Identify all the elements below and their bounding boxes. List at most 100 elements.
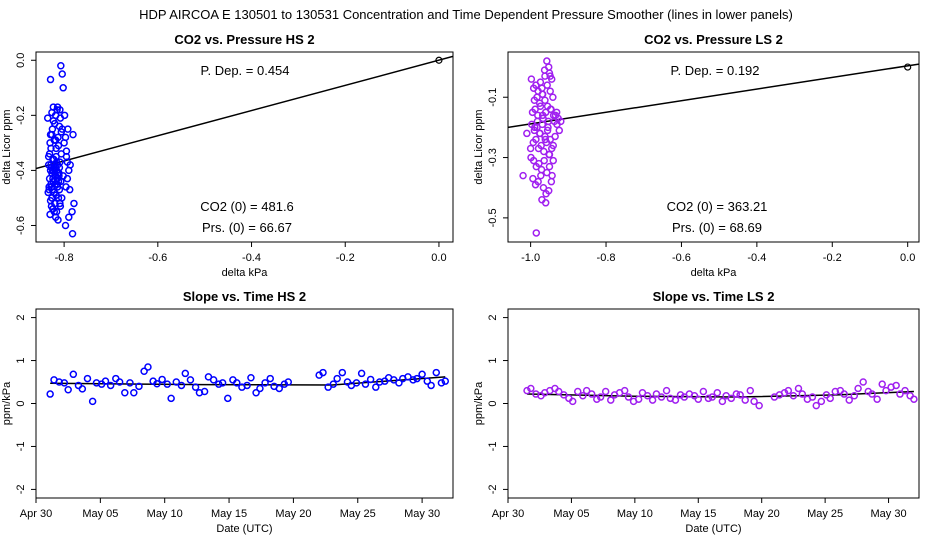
- hs-time-point: [333, 374, 341, 383]
- ls-pressure-point: [527, 75, 536, 83]
- hs-pressure-point: [43, 114, 52, 122]
- ls-pressure-xtick-label: -0.8: [597, 252, 616, 264]
- ls-pressure-point: [549, 141, 557, 150]
- ls-time-point: [868, 390, 876, 398]
- hs-time-xlabel: Date (UTC): [216, 523, 272, 535]
- ls-pressure-point: [533, 93, 541, 101]
- ls-pressure-point: [540, 66, 549, 74]
- ls-time-point: [643, 392, 652, 400]
- ls-pressure-point: [538, 84, 546, 92]
- ls-time-point: [727, 394, 736, 403]
- ls-time-point: [882, 386, 890, 395]
- ls-time-xlabel: Date (UTC): [685, 523, 741, 535]
- ls-time-point: [634, 395, 643, 403]
- hs-time-point: [60, 379, 69, 387]
- ls-time-point: [732, 390, 741, 398]
- ls-time-point: [718, 397, 727, 406]
- hs-pressure-point: [69, 130, 77, 139]
- hs-time-point: [115, 378, 124, 386]
- ls-time-point: [593, 395, 601, 403]
- ls-pressure-title: CO2 vs. Pressure LS 2: [644, 32, 783, 47]
- ls-pressure-point: [547, 177, 556, 186]
- hs-time-point: [121, 389, 129, 397]
- hs-pressure-panel: CO2 vs. Pressure HS 2 -0.8 -0.6 -0.4 -0.2 0.0…: [1, 32, 454, 279]
- ls-pressure-point: [536, 129, 544, 138]
- hs-time-point: [106, 381, 115, 390]
- hs-pressure-plot-box: [35, 51, 454, 243]
- hs-time-point: [432, 368, 441, 377]
- ls-pressure-xtick-label: 0.0: [900, 252, 915, 264]
- ls-pressure-point: [549, 93, 557, 101]
- ls-pressure-point: [537, 171, 545, 180]
- hs-pressure-point: [60, 139, 68, 147]
- ls-time-point: [798, 390, 807, 398]
- hs-pressure-point: [57, 62, 65, 70]
- hs-time-point: [163, 380, 172, 388]
- hs-pressure-xtick-label: -0.8: [55, 252, 74, 264]
- hs-time-point: [191, 383, 200, 391]
- ls-pressure-point: [529, 174, 537, 183]
- ls-time-panel: Slope vs. Time LS 2 Apr 30 May 05 May 10 May…: [473, 289, 920, 535]
- ls-time-point: [596, 393, 605, 401]
- hs-pressure-point: [54, 177, 63, 186]
- hs-time-point: [409, 376, 417, 384]
- ls-pressure-point: [541, 199, 550, 207]
- ls-pressure-xtick-label: -0.2: [823, 252, 842, 264]
- hs-pressure-ytick-label: -0.6: [15, 216, 27, 235]
- hs-pressure-point: [64, 125, 72, 133]
- hs-time-point: [352, 379, 361, 387]
- ls-time-ytick-label: 1: [487, 357, 499, 363]
- ls-time-point: [784, 386, 793, 395]
- hs-time-point: [46, 390, 54, 398]
- hs-pressure-point: [63, 174, 72, 183]
- ls-pressure-point: [541, 96, 549, 105]
- ls-time-point: [831, 387, 840, 396]
- hs-time-point: [153, 379, 161, 388]
- hs-time-ylabel: ppm/kPa: [1, 381, 13, 425]
- ls-pressure-ylabel: delta Licor ppm: [473, 109, 485, 184]
- hs-time-point: [181, 369, 190, 378]
- hs-time-point: [372, 383, 380, 391]
- ls-time-point: [607, 396, 615, 404]
- hs-pressure-xtick-label: -0.4: [242, 252, 261, 264]
- hs-pressure-point: [58, 194, 66, 202]
- ls-time-point: [850, 392, 859, 400]
- ls-pressure-point: [532, 135, 540, 144]
- ls-time-data: [523, 378, 918, 410]
- hs-pressure-point: [44, 152, 53, 161]
- ls-pressure-data: [508, 57, 919, 237]
- ls-time-point: [741, 396, 749, 404]
- ls-pressure-point: [545, 150, 554, 159]
- ls-pressure-xtick-label: -1.0: [521, 252, 540, 264]
- hs-time-ytick-label: 1: [15, 357, 27, 363]
- ls-pressure-point: [529, 156, 538, 165]
- ls-time-point: [704, 394, 713, 403]
- ls-pressure-point: [540, 156, 548, 165]
- hs-time-point: [215, 380, 223, 388]
- hs-time-point: [395, 379, 403, 387]
- ls-time-point: [750, 397, 758, 406]
- ls-time-point: [826, 394, 834, 403]
- hs-pressure-point: [50, 207, 59, 216]
- hs-time-point: [357, 369, 366, 378]
- ls-pressure-point: [543, 81, 551, 89]
- hs-time-point: [200, 387, 209, 396]
- hs-time-point: [261, 379, 269, 387]
- hs-pressure-reference-point: [435, 56, 443, 64]
- hs-time-xtick-label: Apr 30: [20, 508, 52, 520]
- ls-pressure-point: [519, 171, 527, 180]
- ls-pressure-point: [546, 87, 554, 95]
- hs-time-xtick-label: May 30: [404, 508, 440, 520]
- ls-pressure-point: [531, 105, 539, 114]
- hs-time-point: [144, 363, 152, 371]
- hs-time-point: [83, 374, 92, 383]
- hs-time-point: [140, 367, 148, 376]
- panels: CO2 vs. Pressure HS 2 -0.8 -0.6 -0.4 -0.2 0.0…: [1, 32, 920, 535]
- hs-time-ytick-label: -2: [15, 485, 27, 495]
- hs-pressure-point: [68, 229, 77, 238]
- ls-pressure-xlabel: delta kPa: [691, 267, 738, 279]
- ls-pressure-point: [552, 108, 561, 117]
- hs-time-point: [218, 379, 227, 387]
